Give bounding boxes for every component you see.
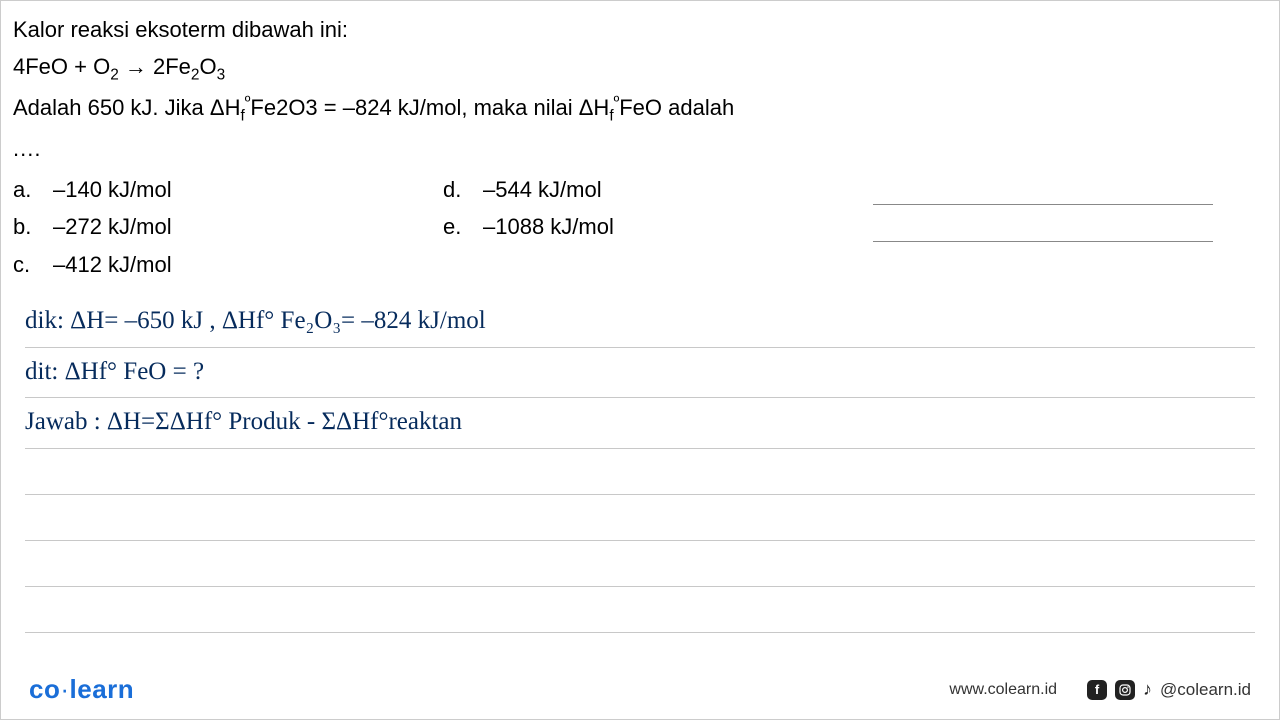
footer-url: www.colearn.id (949, 681, 1057, 699)
option-d-letter: d. (443, 171, 465, 208)
ruled-line (25, 449, 1255, 495)
option-d: d. –544 kJ/mol (443, 171, 873, 208)
answer-blank-line-1 (873, 177, 1213, 205)
answer-blank-line-2 (873, 214, 1213, 242)
option-e: e. –1088 kJ/mol (443, 208, 873, 245)
delta-h-1: ΔH (210, 95, 241, 120)
formula-arrow: → 2Fe (119, 54, 191, 79)
ruled-line (25, 495, 1255, 541)
option-a-letter: a. (13, 171, 35, 208)
option-c-value: –412 kJ/mol (53, 246, 172, 283)
question-line-1: Kalor reaksi eksoterm dibawah ini: (13, 11, 1267, 48)
tiktok-icon: ♪ (1143, 679, 1152, 700)
question-formula: 4FeO + O2 → 2Fe2O3 (13, 48, 1267, 89)
handwriting-line-3: Jawab : ΔH=ΣΔHf° Produk - ΣΔHf°reaktan (25, 398, 1255, 449)
formula-sub-1: 2 (110, 67, 119, 84)
formula-sub-3: 3 (217, 67, 226, 84)
logo-part-b: learn (70, 674, 135, 704)
ruled-line (25, 541, 1255, 587)
facebook-icon: f (1087, 680, 1107, 700)
handwriting-line-1: dik: ΔH= –650 kJ , ΔHf° Fe₂O₃= –824 kJ/m… (25, 297, 1255, 348)
feo-text: FeO adalah (619, 95, 734, 120)
formula-part-a: 4FeO + O (13, 54, 110, 79)
option-c-letter: c. (13, 246, 35, 283)
question-line-3: Adalah 650 kJ. Jika ΔHfºFe2O3 = –824 kJ/… (13, 89, 1267, 130)
option-a-value: –140 kJ/mol (53, 171, 172, 208)
ruled-line (25, 587, 1255, 633)
option-a: a. –140 kJ/mol (13, 171, 443, 208)
option-e-letter: e. (443, 208, 465, 245)
option-b-value: –272 kJ/mol (53, 208, 172, 245)
brand-logo: co·learn (29, 674, 134, 705)
option-e-value: –1088 kJ/mol (483, 208, 614, 245)
q3-a: Adalah 650 kJ. Jika (13, 95, 210, 120)
logo-dot: · (60, 674, 69, 704)
logo-part-a: co (29, 674, 60, 704)
footer-bar: co·learn www.colearn.id f ♪ @colearn.id (1, 674, 1279, 705)
formula-o: O (199, 54, 216, 79)
option-b-letter: b. (13, 208, 35, 245)
question-dots: .... (13, 130, 1267, 167)
fe2o3-text: Fe2O3 = –824 kJ/mol, maka nilai (250, 95, 578, 120)
footer-handle: @colearn.id (1160, 680, 1251, 700)
delta-h-2: ΔH (579, 95, 610, 120)
option-b: b. –272 kJ/mol (13, 208, 443, 245)
option-c: c. –412 kJ/mol (13, 246, 443, 283)
handwriting-line-2: dit: ΔHf° FeO = ? (25, 348, 1255, 399)
instagram-icon (1115, 680, 1135, 700)
option-d-value: –544 kJ/mol (483, 171, 602, 208)
